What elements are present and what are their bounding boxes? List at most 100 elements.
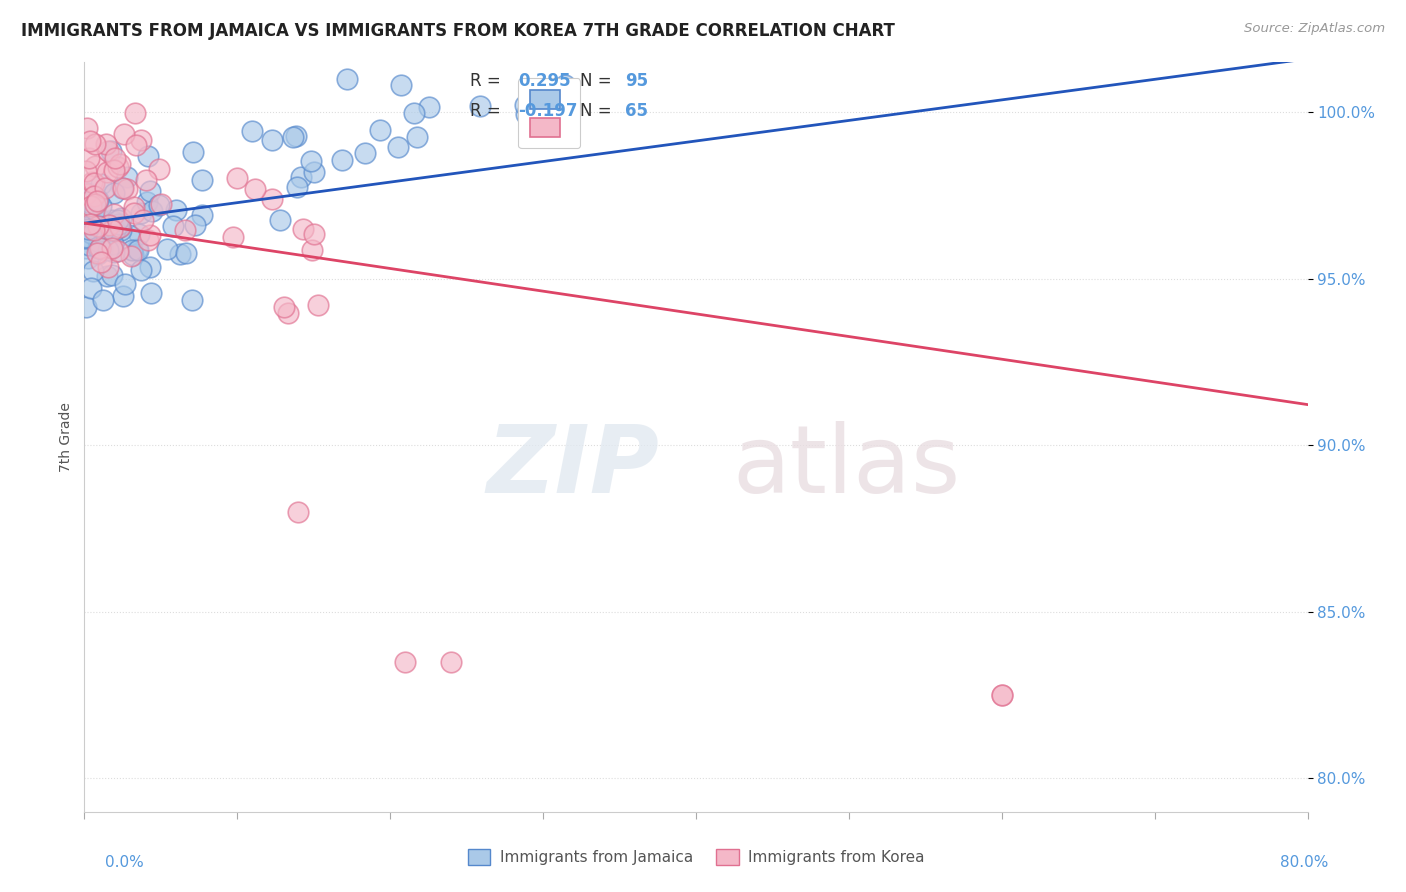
Point: [307, 298, 329, 312]
Point: [104, 223, 127, 237]
Point: [150, 196, 173, 211]
Point: [169, 247, 191, 261]
Point: [277, 306, 299, 320]
Point: [387, 140, 409, 154]
Point: [302, 227, 325, 241]
Point: [515, 98, 537, 112]
Point: [402, 106, 425, 120]
Point: [75, 230, 97, 244]
Legend: Immigrants from Jamaica, Immigrants from Korea: Immigrants from Jamaica, Immigrants from…: [461, 843, 931, 871]
Point: [291, 222, 314, 236]
Point: [468, 99, 491, 113]
Point: [162, 219, 184, 233]
Point: [190, 208, 212, 222]
Point: [108, 220, 131, 235]
Point: [129, 206, 152, 220]
Point: [302, 165, 325, 179]
Text: -0.197: -0.197: [519, 103, 578, 120]
Point: [77, 186, 100, 201]
Point: [100, 145, 122, 159]
Point: [129, 263, 152, 277]
Point: [90, 177, 112, 191]
Point: [80, 218, 103, 232]
Point: [290, 170, 312, 185]
Point: [262, 133, 284, 147]
Point: [103, 162, 125, 177]
Point: [87, 235, 110, 250]
Point: [330, 153, 353, 168]
Point: [96, 137, 118, 152]
Point: [136, 233, 159, 247]
Point: [84, 160, 107, 174]
Point: [89, 241, 111, 255]
Point: [79, 227, 101, 241]
Point: [77, 238, 100, 252]
Point: [75, 241, 97, 255]
Point: [79, 230, 101, 244]
Point: [75, 164, 97, 178]
Point: [389, 78, 412, 92]
Point: [124, 106, 146, 120]
Point: [75, 231, 97, 245]
Point: [148, 198, 170, 212]
Point: [245, 182, 267, 196]
Point: [87, 211, 110, 225]
Point: [107, 160, 129, 174]
Point: [183, 219, 205, 233]
Point: [181, 145, 204, 160]
Point: [76, 222, 98, 236]
Point: [122, 206, 145, 220]
Point: [79, 217, 101, 231]
Point: [89, 235, 111, 249]
Point: [174, 246, 197, 260]
Text: N =: N =: [579, 72, 617, 90]
Point: [101, 223, 124, 237]
Point: [354, 146, 377, 161]
Point: [110, 219, 132, 234]
Point: [368, 123, 391, 137]
Point: [80, 281, 103, 295]
Point: [86, 194, 108, 209]
Point: [554, 78, 576, 92]
Point: [87, 219, 110, 233]
Text: R =: R =: [470, 103, 506, 120]
Point: [991, 688, 1014, 702]
Point: [190, 173, 212, 187]
Point: [80, 199, 103, 213]
Y-axis label: 7th Grade: 7th Grade: [59, 402, 73, 472]
Point: [418, 100, 440, 114]
Point: [83, 189, 105, 203]
Point: [515, 107, 537, 121]
Point: [83, 197, 105, 211]
Point: [405, 129, 427, 144]
Point: [156, 242, 179, 256]
Point: [991, 688, 1014, 702]
Point: [91, 242, 114, 256]
Point: [91, 293, 114, 307]
Point: [284, 129, 307, 144]
Point: [94, 223, 117, 237]
Point: [299, 154, 322, 169]
Point: [87, 193, 110, 207]
Point: [128, 227, 150, 242]
Point: [129, 132, 152, 146]
Point: [90, 254, 112, 268]
Point: [110, 211, 132, 225]
Point: [101, 268, 124, 282]
Point: [89, 241, 111, 255]
Point: [394, 655, 416, 669]
Point: [94, 181, 117, 195]
Point: [281, 130, 304, 145]
Point: [114, 277, 136, 291]
Point: [83, 216, 105, 230]
Point: [82, 264, 104, 278]
Text: Source: ZipAtlas.com: Source: ZipAtlas.com: [1244, 22, 1385, 36]
Point: [80, 175, 103, 189]
Point: [79, 134, 101, 148]
Point: [440, 655, 463, 669]
Text: ZIP: ZIP: [486, 421, 659, 513]
Point: [107, 213, 129, 227]
Point: [141, 204, 163, 219]
Point: [148, 161, 170, 176]
Point: [97, 260, 120, 274]
